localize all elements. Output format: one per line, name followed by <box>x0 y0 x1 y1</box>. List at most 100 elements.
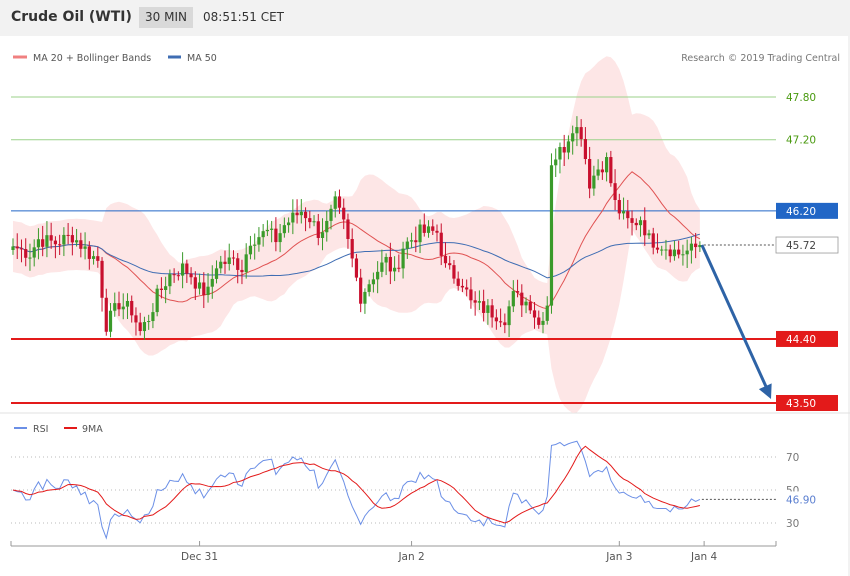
x-axis: Dec 31 Jan 2 Jan 3 Jan 4 <box>10 541 777 563</box>
bear-candle <box>490 305 494 318</box>
bear-candle <box>70 235 74 243</box>
bull-candle <box>689 243 693 251</box>
bear-candle <box>223 261 227 264</box>
bull-candle <box>62 234 66 245</box>
bear-candle <box>134 315 138 323</box>
bear-candle <box>677 249 681 255</box>
bull-candle <box>261 231 265 238</box>
bear-candle <box>100 260 104 298</box>
bear-candle <box>359 277 363 304</box>
bull-candle <box>698 245 702 248</box>
timeframe-button[interactable]: 30 MIN <box>139 7 193 28</box>
bull-candle <box>168 274 172 287</box>
bull-candle <box>418 224 422 243</box>
bear-candle <box>79 240 83 249</box>
x-axis-tick-label: Dec 31 <box>181 551 218 563</box>
rsi-last-box <box>778 491 836 508</box>
bull-candle <box>605 157 609 173</box>
bear-candle <box>41 239 45 247</box>
bull-candle <box>291 212 295 223</box>
bull-candle <box>244 254 248 273</box>
bull-candle <box>596 169 600 176</box>
bear-candle <box>528 301 532 311</box>
bear-candle <box>240 269 244 273</box>
bull-candle <box>558 147 562 160</box>
bull-candle <box>486 305 490 313</box>
bear-candle <box>19 248 24 250</box>
bear-candle <box>58 244 62 246</box>
ma50-legend-label: MA 50 <box>187 53 217 64</box>
bull-candle <box>571 133 575 142</box>
bull-candle <box>219 261 223 269</box>
bear-candle <box>643 220 647 236</box>
bull-candle <box>278 233 282 243</box>
bollinger-band-area <box>13 56 700 413</box>
bear-candle <box>354 258 359 278</box>
bear-candle <box>49 235 53 241</box>
x-axis-tick-label: Jan 3 <box>605 551 632 563</box>
bull-candle <box>253 244 257 246</box>
bull-candle <box>147 321 151 323</box>
bull-candle <box>376 271 380 280</box>
bear-candle <box>189 273 193 278</box>
bull-candle <box>685 250 689 255</box>
bear-candle <box>104 297 108 332</box>
bull-candle <box>549 165 554 306</box>
bear-candle <box>308 218 312 223</box>
bull-candle <box>545 305 549 321</box>
bull-candle <box>575 127 579 134</box>
bear-candle <box>694 243 698 248</box>
forecast-arrow-shaft <box>700 244 770 392</box>
x-axis-tick-label: Jan 4 <box>690 551 718 563</box>
bull-candle <box>270 228 274 230</box>
bear-candle <box>443 255 448 264</box>
bear-candle <box>66 234 70 236</box>
bear-candle <box>452 265 456 279</box>
bull-candle <box>371 279 375 285</box>
bull-candle <box>681 254 685 256</box>
bear-candle <box>172 274 176 276</box>
bear-candle <box>630 218 634 223</box>
bull-candle <box>554 159 558 166</box>
bear-candle <box>96 256 100 261</box>
forecast-arrow <box>700 244 772 399</box>
bull-candle <box>541 320 545 325</box>
bull-candle <box>248 245 253 255</box>
bull-candle <box>11 246 15 250</box>
bear-candle <box>613 183 617 201</box>
bull-candle <box>660 249 664 251</box>
bull-candle <box>426 226 431 233</box>
bear-candle <box>579 127 583 140</box>
bear-candle <box>193 277 197 289</box>
clock-time: 08:51:51 CET <box>203 10 284 24</box>
rsi-tick-label: 70 <box>786 452 799 464</box>
bull-candle <box>384 256 388 263</box>
bull-candle <box>592 175 596 189</box>
bull-candle <box>265 229 269 232</box>
bear-candle <box>588 159 592 189</box>
bear-candle <box>583 139 587 160</box>
bear-candle <box>53 240 57 245</box>
bull-candle <box>83 246 87 249</box>
bull-candle <box>32 247 36 258</box>
bull-candle <box>257 237 261 245</box>
support-label-box <box>776 395 838 411</box>
rsi-tick-label: 30 <box>786 518 799 530</box>
bear-candle <box>655 247 660 250</box>
bull-candle <box>333 196 337 209</box>
pivot-label-box <box>776 202 838 219</box>
bear-candle <box>431 226 435 231</box>
bull-candle <box>638 220 643 226</box>
bull-candle <box>151 312 155 322</box>
bull-candle <box>121 306 125 310</box>
bear-candle <box>316 221 320 238</box>
bull-candle <box>125 300 130 307</box>
bull-candle <box>477 301 481 303</box>
bull-candle <box>36 239 41 248</box>
last-price-label-box <box>775 236 839 254</box>
bear-candle <box>499 321 503 323</box>
bear-candle <box>87 246 91 259</box>
bull-candle <box>566 141 571 153</box>
bull-candle <box>511 291 515 307</box>
